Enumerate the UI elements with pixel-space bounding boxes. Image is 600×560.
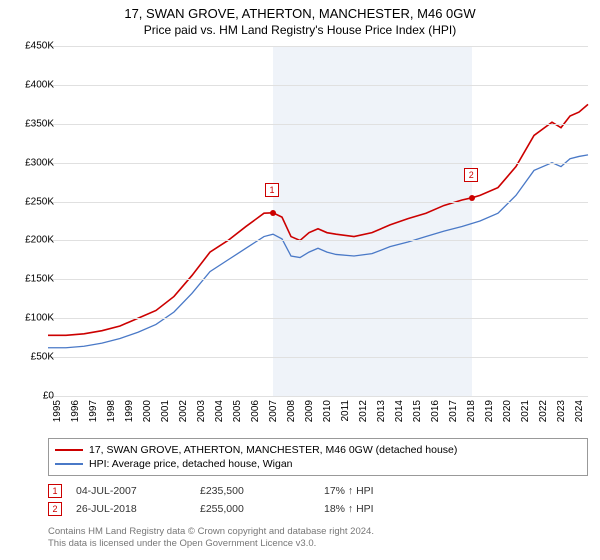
x-tick-label: 2000 xyxy=(142,400,153,422)
x-tick-label: 2005 xyxy=(232,400,243,422)
x-tick-label: 2024 xyxy=(574,400,585,422)
transaction-price: £255,000 xyxy=(200,503,310,515)
x-tick-label: 2018 xyxy=(466,400,477,422)
line-svg xyxy=(48,46,588,396)
y-tick-label: £150K xyxy=(14,274,54,285)
x-tick-label: 2017 xyxy=(448,400,459,422)
chart-title: 17, SWAN GROVE, ATHERTON, MANCHESTER, M4… xyxy=(0,0,600,21)
footnote-line: Contains HM Land Registry data © Crown c… xyxy=(48,526,374,538)
x-tick-label: 2008 xyxy=(286,400,297,422)
x-tick-label: 2019 xyxy=(484,400,495,422)
legend-row: 17, SWAN GROVE, ATHERTON, MANCHESTER, M4… xyxy=(55,443,581,457)
x-tick-label: 2011 xyxy=(340,400,351,422)
gridline xyxy=(48,318,588,319)
x-tick-label: 2023 xyxy=(556,400,567,422)
x-tick-label: 1998 xyxy=(106,400,117,422)
gridline xyxy=(48,240,588,241)
transaction-date: 26-JUL-2018 xyxy=(76,503,186,515)
y-tick-label: £400K xyxy=(14,79,54,90)
x-tick-label: 2013 xyxy=(376,400,387,422)
y-tick-label: £0 xyxy=(14,391,54,402)
x-tick-label: 2001 xyxy=(160,400,171,422)
transaction-marker-label: 2 xyxy=(464,168,478,182)
transaction-delta: 17% ↑ HPI xyxy=(324,485,434,497)
transaction-dot xyxy=(270,210,276,216)
legend-label: 17, SWAN GROVE, ATHERTON, MANCHESTER, M4… xyxy=(89,444,457,456)
x-tick-label: 2003 xyxy=(196,400,207,422)
gridline xyxy=(48,396,588,397)
y-tick-label: £200K xyxy=(14,235,54,246)
gridline xyxy=(48,163,588,164)
transaction-row: 1 04-JUL-2007 £235,500 17% ↑ HPI xyxy=(48,482,434,500)
gridline xyxy=(48,124,588,125)
y-tick-label: £300K xyxy=(14,157,54,168)
series-line xyxy=(48,104,588,335)
legend-row: HPI: Average price, detached house, Wiga… xyxy=(55,457,581,471)
x-tick-label: 2012 xyxy=(358,400,369,422)
x-tick-label: 2007 xyxy=(268,400,279,422)
x-tick-label: 1996 xyxy=(70,400,81,422)
x-tick-label: 2002 xyxy=(178,400,189,422)
legend-swatch xyxy=(55,449,83,451)
legend-swatch xyxy=(55,463,83,465)
chart-container: 17, SWAN GROVE, ATHERTON, MANCHESTER, M4… xyxy=(0,0,600,560)
transaction-marker: 2 xyxy=(48,502,62,516)
transaction-price: £235,500 xyxy=(200,485,310,497)
footnote-line: This data is licensed under the Open Gov… xyxy=(48,538,374,550)
x-tick-label: 2014 xyxy=(394,400,405,422)
legend-label: HPI: Average price, detached house, Wiga… xyxy=(89,458,293,470)
chart-subtitle: Price paid vs. HM Land Registry's House … xyxy=(0,21,600,37)
gridline xyxy=(48,46,588,47)
gridline xyxy=(48,357,588,358)
y-tick-label: £450K xyxy=(14,41,54,52)
gridline xyxy=(48,202,588,203)
x-tick-label: 2009 xyxy=(304,400,315,422)
x-tick-label: 2004 xyxy=(214,400,225,422)
footnote: Contains HM Land Registry data © Crown c… xyxy=(48,526,374,551)
y-tick-label: £350K xyxy=(14,118,54,129)
transaction-date: 04-JUL-2007 xyxy=(76,485,186,497)
x-tick-label: 2010 xyxy=(322,400,333,422)
transaction-marker: 1 xyxy=(48,484,62,498)
x-tick-label: 2015 xyxy=(412,400,423,422)
x-tick-label: 1999 xyxy=(124,400,135,422)
x-tick-label: 2022 xyxy=(538,400,549,422)
x-tick-label: 2020 xyxy=(502,400,513,422)
gridline xyxy=(48,279,588,280)
transaction-delta: 18% ↑ HPI xyxy=(324,503,434,515)
gridline xyxy=(48,85,588,86)
x-tick-label: 2021 xyxy=(520,400,531,422)
x-tick-label: 1995 xyxy=(52,400,63,422)
x-tick-label: 2006 xyxy=(250,400,261,422)
transaction-marker-label: 1 xyxy=(265,183,279,197)
plot-area: 12 xyxy=(48,46,588,396)
transaction-dot xyxy=(469,195,475,201)
x-tick-label: 1997 xyxy=(88,400,99,422)
y-tick-label: £250K xyxy=(14,196,54,207)
y-tick-label: £100K xyxy=(14,313,54,324)
transaction-row: 2 26-JUL-2018 £255,000 18% ↑ HPI xyxy=(48,500,434,518)
x-tick-label: 2016 xyxy=(430,400,441,422)
transaction-table: 1 04-JUL-2007 £235,500 17% ↑ HPI 2 26-JU… xyxy=(48,482,434,518)
y-tick-label: £50K xyxy=(14,352,54,363)
legend: 17, SWAN GROVE, ATHERTON, MANCHESTER, M4… xyxy=(48,438,588,476)
